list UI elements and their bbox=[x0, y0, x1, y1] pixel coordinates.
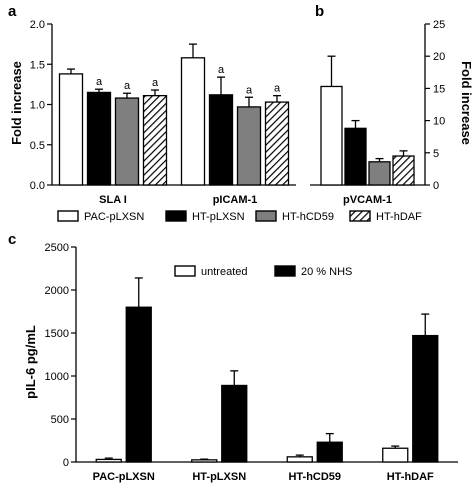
panel-a-bar bbox=[236, 106, 262, 186]
panel-c-category-label: HT-pLXSN bbox=[192, 471, 246, 483]
panel-c-category-label: PAC-pLXSN bbox=[93, 471, 155, 483]
panel-a-bar bbox=[58, 73, 84, 186]
panel-c-y-tick-label: 0 bbox=[63, 457, 69, 469]
panel-b-bar bbox=[392, 155, 415, 186]
panel-a-significance-label: a bbox=[218, 64, 225, 76]
chart-marks: 0.0 0.5 1.0 1.5 2.0 a a a SLA I a a a pICAM-1 0 5 10 15 2… bbox=[30, 19, 458, 483]
panel-c-bar bbox=[191, 459, 218, 463]
panel-b-y-tick-label: 15 bbox=[433, 83, 445, 95]
panel-c-y-tick-label: 2000 bbox=[45, 285, 69, 297]
panel-c-category-label: HT-hDAF bbox=[387, 471, 434, 483]
legend-ab: PAC-pLXSN HT-pLXSN HT-hCD59 HT-hDAF bbox=[57, 210, 422, 223]
panel-a-bar bbox=[180, 57, 206, 186]
panel-a-significance-label: a bbox=[96, 76, 103, 88]
legend-ab-swatch-ht bbox=[165, 210, 187, 222]
panel-label-c: c bbox=[8, 231, 16, 248]
panel-b-y-tick-label: 25 bbox=[433, 19, 445, 31]
legend-ab-swatch-cd59 bbox=[255, 210, 277, 222]
panel-label-b: b bbox=[315, 3, 324, 20]
panel-b-y-axis-title: Fold increase bbox=[459, 61, 474, 145]
panel-b-bar bbox=[320, 85, 343, 186]
panel-a-significance-label: a bbox=[246, 84, 253, 96]
panel-a-significance-label: a bbox=[274, 83, 281, 95]
panel-a-y-tick-label: 1.5 bbox=[30, 59, 45, 71]
panel-c-bar bbox=[95, 458, 122, 463]
legend-ab-label-cd59: HT-hCD59 bbox=[282, 211, 334, 223]
panel-c-bar bbox=[316, 441, 343, 463]
panel-a-significance-label: a bbox=[152, 77, 159, 89]
panel-b-bar bbox=[368, 161, 391, 186]
panel-c-bar bbox=[412, 334, 439, 463]
panel-c-y-tick-label: 1500 bbox=[45, 328, 69, 340]
legend-ab-label-daf: HT-hDAF bbox=[376, 211, 422, 223]
panel-c-y-tick-label: 1000 bbox=[45, 371, 69, 383]
panel-label-a: a bbox=[8, 3, 17, 20]
legend-ab-swatch-daf bbox=[349, 210, 371, 222]
panel-a-bar bbox=[264, 101, 290, 186]
panel-a-category-label: pICAM-1 bbox=[213, 194, 258, 206]
panel-a-y-axis-title: Fold increase bbox=[9, 61, 24, 145]
panel-b-bar bbox=[344, 127, 367, 186]
legend-c-label-untreated: untreated bbox=[201, 266, 247, 278]
panel-b-y-tick-label: 5 bbox=[433, 148, 439, 160]
panel-a-y-tick-label: 1.0 bbox=[30, 100, 45, 112]
panel-a-y-tick-label: 0.5 bbox=[30, 140, 45, 152]
panel-a-bar bbox=[114, 97, 140, 186]
panel-a-bar bbox=[208, 94, 234, 186]
legend-c-label-nhs: 20 % NHS bbox=[301, 266, 352, 278]
panel-c-bar bbox=[382, 447, 409, 463]
legend-ab-swatch-pac bbox=[57, 210, 79, 222]
panel-a-y-tick-label: 0.0 bbox=[30, 180, 45, 192]
legend-c-swatch-nhs bbox=[274, 265, 296, 277]
legend-ab-label-pac: PAC-pLXSN bbox=[84, 211, 144, 223]
panel-a-bar bbox=[86, 91, 112, 186]
panel-c-y-tick-label: 2500 bbox=[45, 242, 69, 254]
panel-a-category-label: SLA I bbox=[99, 194, 127, 206]
panel-a-bar bbox=[142, 94, 168, 186]
panel-c-y-axis-title: pIL-6 pg/mL bbox=[23, 325, 38, 399]
legend-ab-label-ht: HT-pLXSN bbox=[192, 211, 245, 223]
panel-b-y-tick-label: 20 bbox=[433, 51, 445, 63]
panel-b-y-tick-label: 0 bbox=[433, 180, 439, 192]
panel-a-significance-label: a bbox=[124, 80, 131, 92]
panel-a-y-tick-label: 2.0 bbox=[30, 19, 45, 31]
legend-c: untreated 20 % NHS bbox=[174, 265, 352, 278]
panel-c-y-tick-label: 500 bbox=[51, 414, 69, 426]
panel-c-bar bbox=[221, 384, 248, 463]
panel-b-y-tick-label: 10 bbox=[433, 116, 445, 128]
panel-c-bar bbox=[125, 306, 152, 463]
panel-c-category-label: HT-hCD59 bbox=[288, 471, 341, 483]
legend-c-swatch-untreated bbox=[174, 265, 196, 277]
panel-b-category-label: pVCAM-1 bbox=[343, 194, 392, 206]
panel-c-bar bbox=[286, 456, 313, 463]
